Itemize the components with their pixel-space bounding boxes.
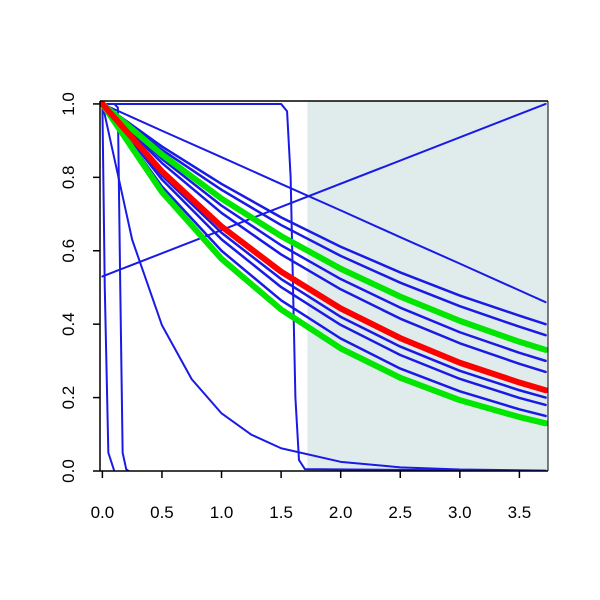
axes-layer: 0.0 0.5 1.0 1.5 2.0 2.5 3.0 3.5 0.0 0.2 0.4 0.6 0.8 1… bbox=[59, 92, 549, 522]
x-tick-label: 1.5 bbox=[269, 503, 293, 522]
x-tick-label: 1.0 bbox=[210, 503, 234, 522]
series-line bbox=[101, 102, 547, 374]
y-tick-label: 0.4 bbox=[59, 312, 78, 336]
x-tick-label: 2.5 bbox=[388, 503, 412, 522]
series-line bbox=[101, 102, 547, 304]
x-tick-label: 3.5 bbox=[508, 503, 532, 522]
series-line bbox=[113, 102, 130, 471]
series-line bbox=[101, 102, 116, 471]
x-tick-label: 2.0 bbox=[329, 503, 353, 522]
lines-layer bbox=[100, 101, 548, 471]
series-line bbox=[100, 101, 548, 394]
y-tick-label: 0.8 bbox=[59, 166, 78, 190]
series-line bbox=[101, 102, 547, 471]
series-line bbox=[101, 102, 547, 278]
y-tick-label: 0.6 bbox=[59, 239, 78, 263]
y-tick-label: 0.0 bbox=[59, 459, 78, 483]
series-line bbox=[101, 102, 547, 471]
series-line bbox=[101, 102, 547, 407]
x-tick-label: 0.5 bbox=[150, 503, 174, 522]
y-tick-label: 0.2 bbox=[59, 386, 78, 410]
x-tick-label: 0.0 bbox=[91, 503, 115, 522]
series-line bbox=[100, 101, 548, 427]
y-tick-label: 1.0 bbox=[59, 92, 78, 116]
series-line bbox=[100, 101, 548, 353]
series-line bbox=[101, 102, 547, 418]
series-line bbox=[101, 102, 547, 326]
series-line bbox=[101, 102, 547, 337]
series-line bbox=[101, 102, 547, 399]
x-tick-label: 3.0 bbox=[448, 503, 472, 522]
series-line bbox=[101, 102, 547, 363]
